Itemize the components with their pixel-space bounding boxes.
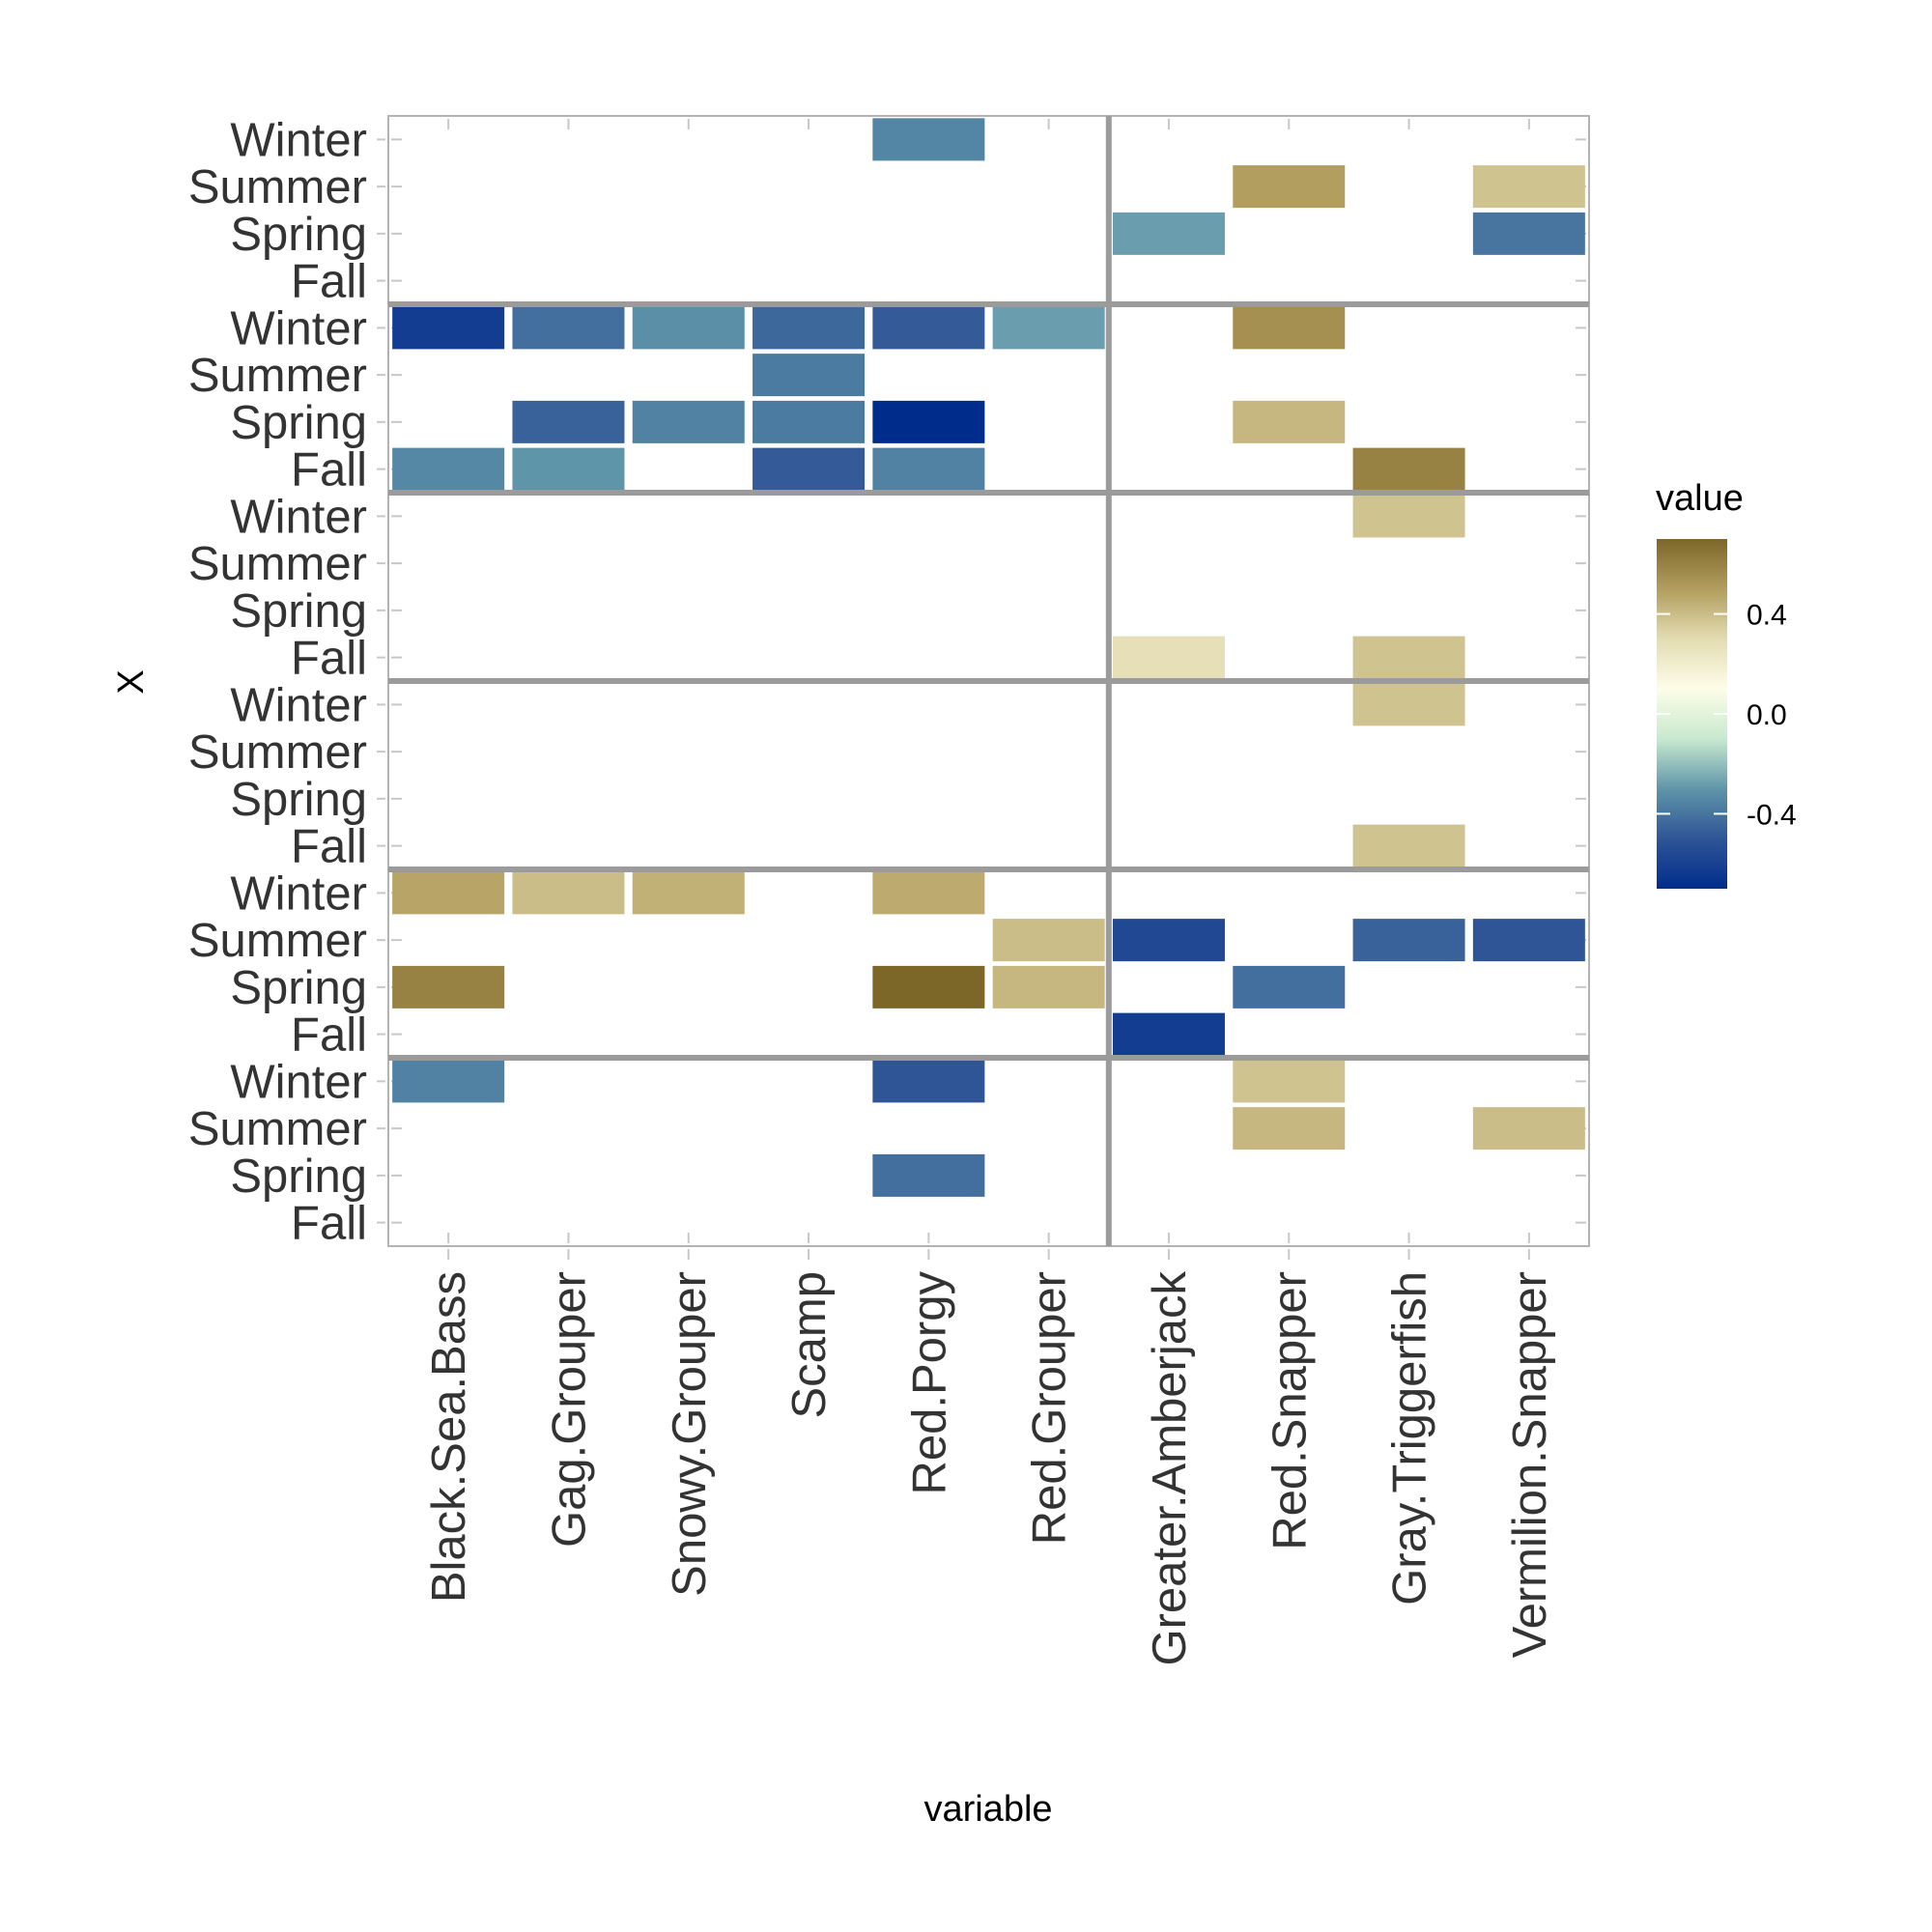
y-axis-labels: WinterSummerSpringFallWinterSummerSpring…: [188, 114, 367, 1249]
y-tick-label: Winter: [230, 114, 367, 166]
heatmap-cell: [992, 919, 1105, 962]
y-tick-label: Fall: [291, 1198, 367, 1250]
y-tick-label: Winter: [230, 867, 367, 920]
x-tick-label: Scamp: [783, 1271, 836, 1419]
x-tick-label: Black.Sea.Bass: [423, 1271, 475, 1603]
legend-tick-label: 0.0: [1747, 699, 1787, 731]
heatmap-cell: [1352, 447, 1465, 491]
heatmap-cell: [1112, 636, 1225, 679]
y-tick-label: Summer: [188, 726, 367, 779]
x-tick-label: Vermilion.Snapper: [1504, 1271, 1556, 1658]
panel-separators: [388, 116, 1589, 1246]
heatmap-cell: [392, 447, 505, 491]
y-tick-label: Spring: [230, 962, 367, 1014]
heatmap-cell: [1233, 306, 1346, 350]
x-tick-label: Red.Porgy: [903, 1271, 955, 1495]
heatmap-cell: [1352, 824, 1465, 867]
heatmap-cell: [1112, 919, 1225, 962]
heatmap-cell: [1233, 965, 1346, 1009]
legend-title: value: [1656, 478, 1744, 519]
heatmap-cell: [1233, 165, 1346, 209]
heatmap-cell: [872, 1060, 985, 1103]
heatmap-cell: [392, 306, 505, 350]
heatmap-cell: [392, 871, 505, 915]
heatmap-cell: [1472, 212, 1585, 255]
heatmap-cell: [1352, 636, 1465, 679]
y-tick-label: Summer: [188, 161, 367, 213]
heatmap-cell: [1233, 1107, 1346, 1151]
heatmap-cell: [872, 1153, 985, 1197]
y-tick-label: Fall: [291, 633, 367, 685]
y-tick-label: Fall: [291, 1009, 367, 1062]
heatmap-cell: [512, 447, 625, 491]
y-tick-label: Summer: [188, 350, 367, 402]
y-tick-label: Summer: [188, 915, 367, 967]
y-tick-label: Spring: [230, 774, 367, 826]
heatmap-cell: [872, 306, 985, 350]
y-tick-label: Spring: [230, 585, 367, 638]
heatmap-cell: [512, 400, 625, 443]
heatmap-cell: [872, 871, 985, 915]
y-tick-label: Spring: [230, 1151, 367, 1203]
y-tick-label: Winter: [230, 679, 367, 731]
x-tick-label: Snowy.Grouper: [664, 1271, 716, 1597]
heatmap-cell: [392, 965, 505, 1009]
y-tick-label: Fall: [291, 256, 367, 308]
y-tick-label: Fall: [291, 444, 367, 497]
heatmap-cell: [1472, 919, 1585, 962]
x-tick-label: Gag.Grouper: [543, 1271, 595, 1548]
heatmap-cell: [512, 871, 625, 915]
heatmap-cell: [1233, 1060, 1346, 1103]
heatmap-cell: [753, 447, 866, 491]
heatmap-cell: [1472, 165, 1585, 209]
y-tick-label: Winter: [230, 302, 367, 355]
y-tick-label: Summer: [188, 538, 367, 590]
heatmap-cell: [632, 400, 745, 443]
heatmap-cell: [1112, 1012, 1225, 1056]
y-axis-title: X: [111, 669, 152, 694]
y-tick-label: Spring: [230, 209, 367, 261]
heatmap-cell: [992, 965, 1105, 1009]
heatmap-cell: [512, 306, 625, 350]
legend: value 0.4 0.0 -0.4: [1656, 478, 1797, 889]
y-axis-ticks: [377, 138, 1586, 1224]
heatmap-cell: [753, 306, 866, 350]
y-tick-label: Winter: [230, 491, 367, 543]
heatmap-cell: [1352, 495, 1465, 538]
heatmap-cell: [992, 306, 1105, 350]
heatmap-cell: [1352, 919, 1465, 962]
heatmap-cells: [392, 118, 1585, 1197]
legend-tick-label: 0.4: [1747, 600, 1787, 632]
x-tick-label: Greater.Amberjack: [1144, 1271, 1196, 1666]
heatmap-cell: [872, 118, 985, 161]
heatmap-cell: [1112, 212, 1225, 255]
y-tick-label: Winter: [230, 1056, 367, 1108]
y-tick-label: Fall: [291, 821, 367, 873]
x-axis-labels: Black.Sea.Bass Gag.Grouper Snowy.Grouper Sc…: [423, 1271, 1556, 1666]
x-tick-label: Red.Snapper: [1264, 1271, 1316, 1550]
heatmap-cell: [1472, 1107, 1585, 1151]
heatmap-cell: [632, 306, 745, 350]
x-tick-label: Gray.Triggerfish: [1384, 1271, 1436, 1605]
heatmap-cell: [1233, 400, 1346, 443]
heatmap-cell: [872, 965, 985, 1009]
y-tick-label: Summer: [188, 1103, 367, 1155]
heatmap-cell: [753, 354, 866, 397]
y-tick-label: Spring: [230, 397, 367, 449]
heatmap-cell: [753, 400, 866, 443]
heatmap-cell: [1352, 683, 1465, 726]
heatmap-cell: [632, 871, 745, 915]
x-axis-ticks: [447, 119, 1530, 1260]
legend-ticks: 0.4 0.0 -0.4: [1657, 600, 1797, 831]
legend-tick-label: -0.4: [1747, 799, 1797, 831]
x-axis-title: variable: [923, 1789, 1052, 1830]
heatmap-cell: [872, 400, 985, 443]
x-tick-label: Red.Grouper: [1024, 1271, 1076, 1545]
heatmap-cell: [392, 1060, 505, 1103]
heatmap-cell: [872, 447, 985, 491]
